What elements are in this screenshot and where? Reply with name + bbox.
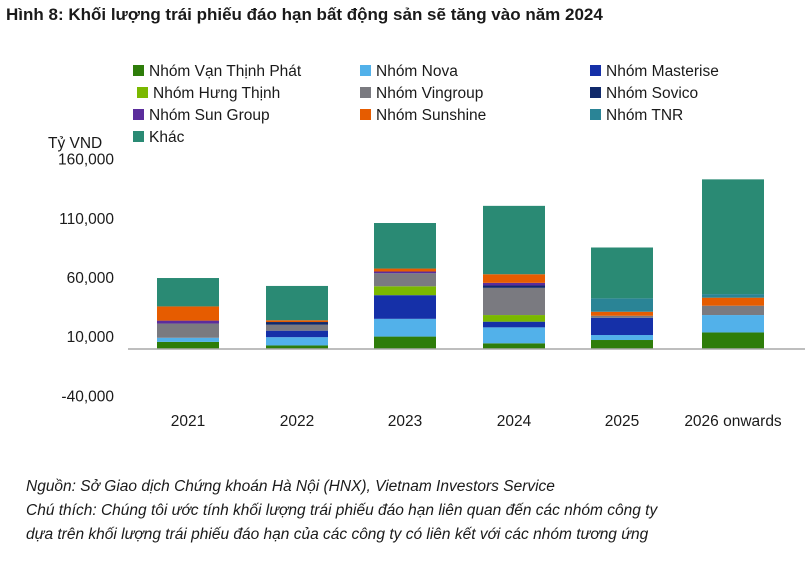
x-tick-label: 2023 — [388, 413, 422, 430]
bar-segment — [591, 335, 653, 341]
bars — [157, 179, 764, 349]
legend-label: Nhóm Nova — [376, 63, 458, 80]
bar-segment — [702, 179, 764, 295]
bar-segment — [591, 315, 653, 318]
legend-label: Nhóm Vạn Thịnh Phát — [149, 63, 302, 80]
bar-segment — [266, 337, 328, 346]
legend-label: Nhóm Sovico — [606, 85, 698, 102]
y-tick-label: 60,000 — [67, 270, 115, 287]
bar-segment — [591, 317, 653, 336]
bar-segment — [591, 298, 653, 312]
bar-segment — [591, 311, 653, 316]
source-note: Nguồn: Sở Giao dịch Chứng khoán Hà Nội (… — [26, 478, 555, 495]
bar-segment — [266, 322, 328, 325]
bar-segment — [374, 286, 436, 296]
legend-swatch — [590, 65, 601, 76]
y-axis: 160,000 110,000 60,000 10,000 -40,000 — [58, 152, 114, 406]
bar-segment — [483, 327, 545, 344]
legend-label: Nhóm Vingroup — [376, 85, 483, 102]
legend-label: Nhóm Sunshine — [376, 107, 486, 124]
legend-label: Nhóm Sun Group — [149, 107, 270, 124]
legend-swatch — [590, 87, 601, 98]
y-tick-label: 160,000 — [58, 152, 114, 169]
caption-note-line-2: dựa trên khối lượng trái phiếu đáo hạn c… — [26, 526, 649, 543]
bar-segment — [157, 306, 219, 321]
bar-segment — [266, 320, 328, 323]
bar-segment — [483, 287, 545, 316]
legend-swatch — [137, 87, 148, 98]
legend-swatch — [360, 109, 371, 120]
bar-segment — [591, 247, 653, 299]
bar-segment — [483, 321, 545, 328]
bar-segment — [266, 285, 328, 321]
bar-segment — [374, 273, 436, 287]
legend-label: Nhóm TNR — [606, 107, 683, 124]
bar-segment — [374, 223, 436, 269]
bar-segment — [483, 315, 545, 322]
bar-segment — [702, 294, 764, 298]
legend-label: Khác — [149, 129, 185, 146]
legend-label: Nhóm Hưng Thịnh — [153, 85, 280, 102]
bar-segment — [374, 271, 436, 274]
bar-segment — [157, 341, 219, 349]
y-axis-label: Tỷ VND — [48, 135, 102, 152]
y-tick-label: -40,000 — [61, 388, 114, 405]
bar-segment — [702, 315, 764, 333]
bar-segment — [483, 343, 545, 349]
bar-segment — [483, 282, 545, 286]
bar-segment — [702, 332, 764, 349]
bar-segment — [157, 320, 219, 324]
legend-swatch — [133, 109, 144, 120]
legend-swatch — [360, 87, 371, 98]
legend-swatch — [590, 109, 601, 120]
legend-swatch — [360, 65, 371, 76]
x-tick-label: 2024 — [497, 413, 532, 430]
bar-segment — [157, 337, 219, 342]
legend-swatch — [133, 65, 144, 76]
y-tick-label: 10,000 — [67, 329, 115, 346]
y-tick-label: 110,000 — [59, 211, 114, 228]
x-tick-label: 2026 onwards — [684, 413, 782, 430]
bar-segment — [374, 295, 436, 319]
x-tick-label: 2021 — [171, 413, 205, 430]
bar-segment — [157, 278, 219, 307]
legend-swatch — [133, 131, 144, 142]
x-tick-label: 2022 — [280, 413, 314, 430]
bar-segment — [483, 205, 545, 275]
legend: Nhóm Vạn Thịnh Phát Nhóm Nova Nhóm Masteri… — [133, 63, 719, 146]
bar-segment — [591, 340, 653, 349]
legend-label: Nhóm Masterise — [606, 63, 719, 80]
bar-segment — [483, 285, 545, 288]
x-axis: 2021 2022 2023 2024 2025 2026 onwards — [171, 413, 782, 430]
bar-segment — [483, 274, 545, 283]
chart-title: Hình 8: Khối lượng trái phiếu đáo hạn bấ… — [6, 5, 603, 24]
bar-segment — [157, 323, 219, 338]
bar-segment — [266, 330, 328, 338]
x-tick-label: 2025 — [605, 413, 639, 430]
bar-segment — [374, 318, 436, 337]
bar-segment — [266, 324, 328, 331]
caption-note-line-1: Chú thích: Chúng tôi ước tính khối lượng… — [26, 502, 658, 519]
bar-segment — [374, 268, 436, 272]
bar-segment — [266, 345, 328, 349]
bar-segment — [374, 336, 436, 349]
bar-segment — [702, 297, 764, 306]
bar-segment — [702, 305, 764, 316]
